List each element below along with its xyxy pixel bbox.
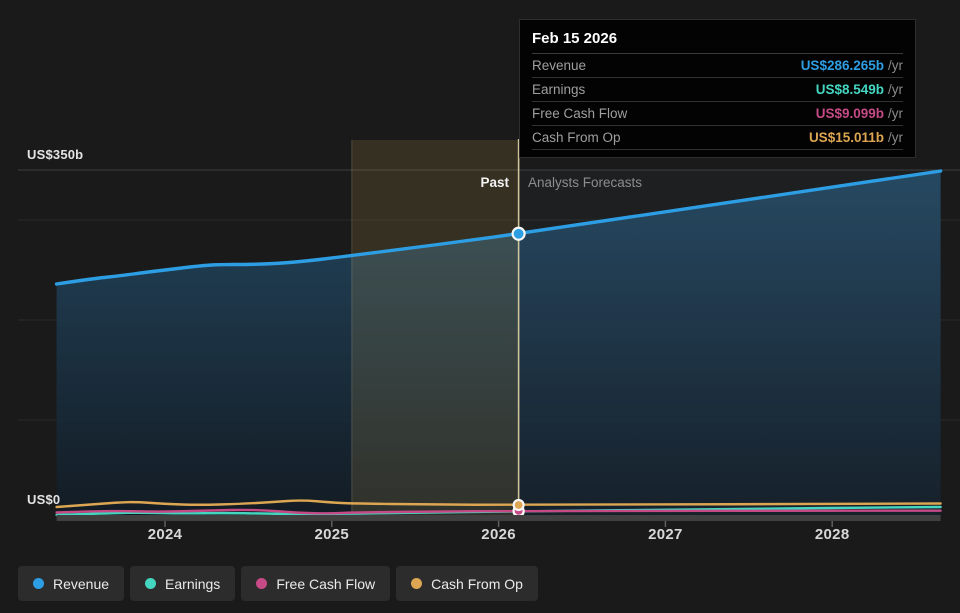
tooltip-row-label: Revenue bbox=[532, 58, 587, 73]
chart-tooltip: Feb 15 2026 Revenue US$286.265b/yr Earning… bbox=[519, 19, 916, 158]
free-cash-flow-line bbox=[55, 508, 942, 515]
x-axis-label-2026: 2026 bbox=[481, 526, 516, 543]
x-axis-baseline bbox=[56, 515, 941, 521]
tooltip-row-value: US$15.011b/yr bbox=[808, 130, 903, 145]
earnings-legend-dot-icon bbox=[145, 578, 157, 589]
cash-from-op-marker bbox=[512, 498, 525, 512]
tooltip-row-value: US$9.099b/yr bbox=[815, 106, 903, 121]
tooltip-row-free-cash-flow: Free Cash Flow US$9.099b/yr bbox=[532, 102, 903, 126]
legend-label: Free Cash Flow bbox=[276, 575, 376, 592]
tooltip-row-value: US$286.265b/yr bbox=[800, 58, 903, 73]
revenue-legend-dot-icon bbox=[33, 578, 44, 589]
x-axis-label-2025: 2025 bbox=[314, 526, 350, 543]
tooltip-row-revenue: Revenue US$286.265b/yr bbox=[532, 54, 903, 78]
tooltip-row-cash-from-op: Cash From Op US$15.011b/yr bbox=[532, 126, 903, 150]
free-cash-flow-legend-dot-icon bbox=[256, 578, 268, 589]
tooltip-row-label: Free Cash Flow bbox=[532, 106, 628, 121]
cash-from-op-line bbox=[55, 499, 942, 509]
revenue-line bbox=[54, 169, 943, 286]
x-axis-label-2024: 2024 bbox=[147, 526, 183, 543]
x-axis-label-2028: 2028 bbox=[814, 526, 850, 543]
y-axis-label-max: US$350b bbox=[27, 147, 84, 162]
past-year-highlight-band bbox=[351, 140, 519, 521]
legend-button-cash-from-op[interactable]: Cash From Op bbox=[396, 566, 538, 601]
y-axis-label-zero: US$0 bbox=[27, 492, 61, 507]
revenue-area-fill bbox=[56, 171, 941, 520]
legend: Revenue Earnings Free Cash Flow Cash From O… bbox=[18, 566, 538, 601]
legend-button-earnings[interactable]: Earnings bbox=[130, 566, 236, 601]
tooltip-row-earnings: Earnings US$8.549b/yr bbox=[532, 78, 903, 102]
x-axis-label-2027: 2027 bbox=[648, 526, 683, 543]
legend-label: Cash From Op bbox=[431, 575, 523, 592]
legend-button-revenue[interactable]: Revenue bbox=[18, 566, 125, 601]
forecast-label: Analysts Forecasts bbox=[528, 175, 643, 190]
legend-label: Earnings bbox=[165, 575, 221, 592]
legend-label: Revenue bbox=[53, 575, 110, 592]
cash-from-op-legend-dot-icon bbox=[411, 578, 423, 589]
past-label: Past bbox=[480, 175, 509, 190]
revenue-marker bbox=[511, 226, 526, 241]
tooltip-row-label: Earnings bbox=[532, 82, 586, 97]
legend-button-free-cash-flow[interactable]: Free Cash Flow bbox=[241, 566, 391, 601]
forecast-region-overlay bbox=[518, 170, 941, 520]
tooltip-row-value: US$8.549b/yr bbox=[815, 82, 903, 97]
tooltip-row-label: Cash From Op bbox=[532, 130, 621, 145]
tooltip-date: Feb 15 2026 bbox=[532, 26, 903, 54]
